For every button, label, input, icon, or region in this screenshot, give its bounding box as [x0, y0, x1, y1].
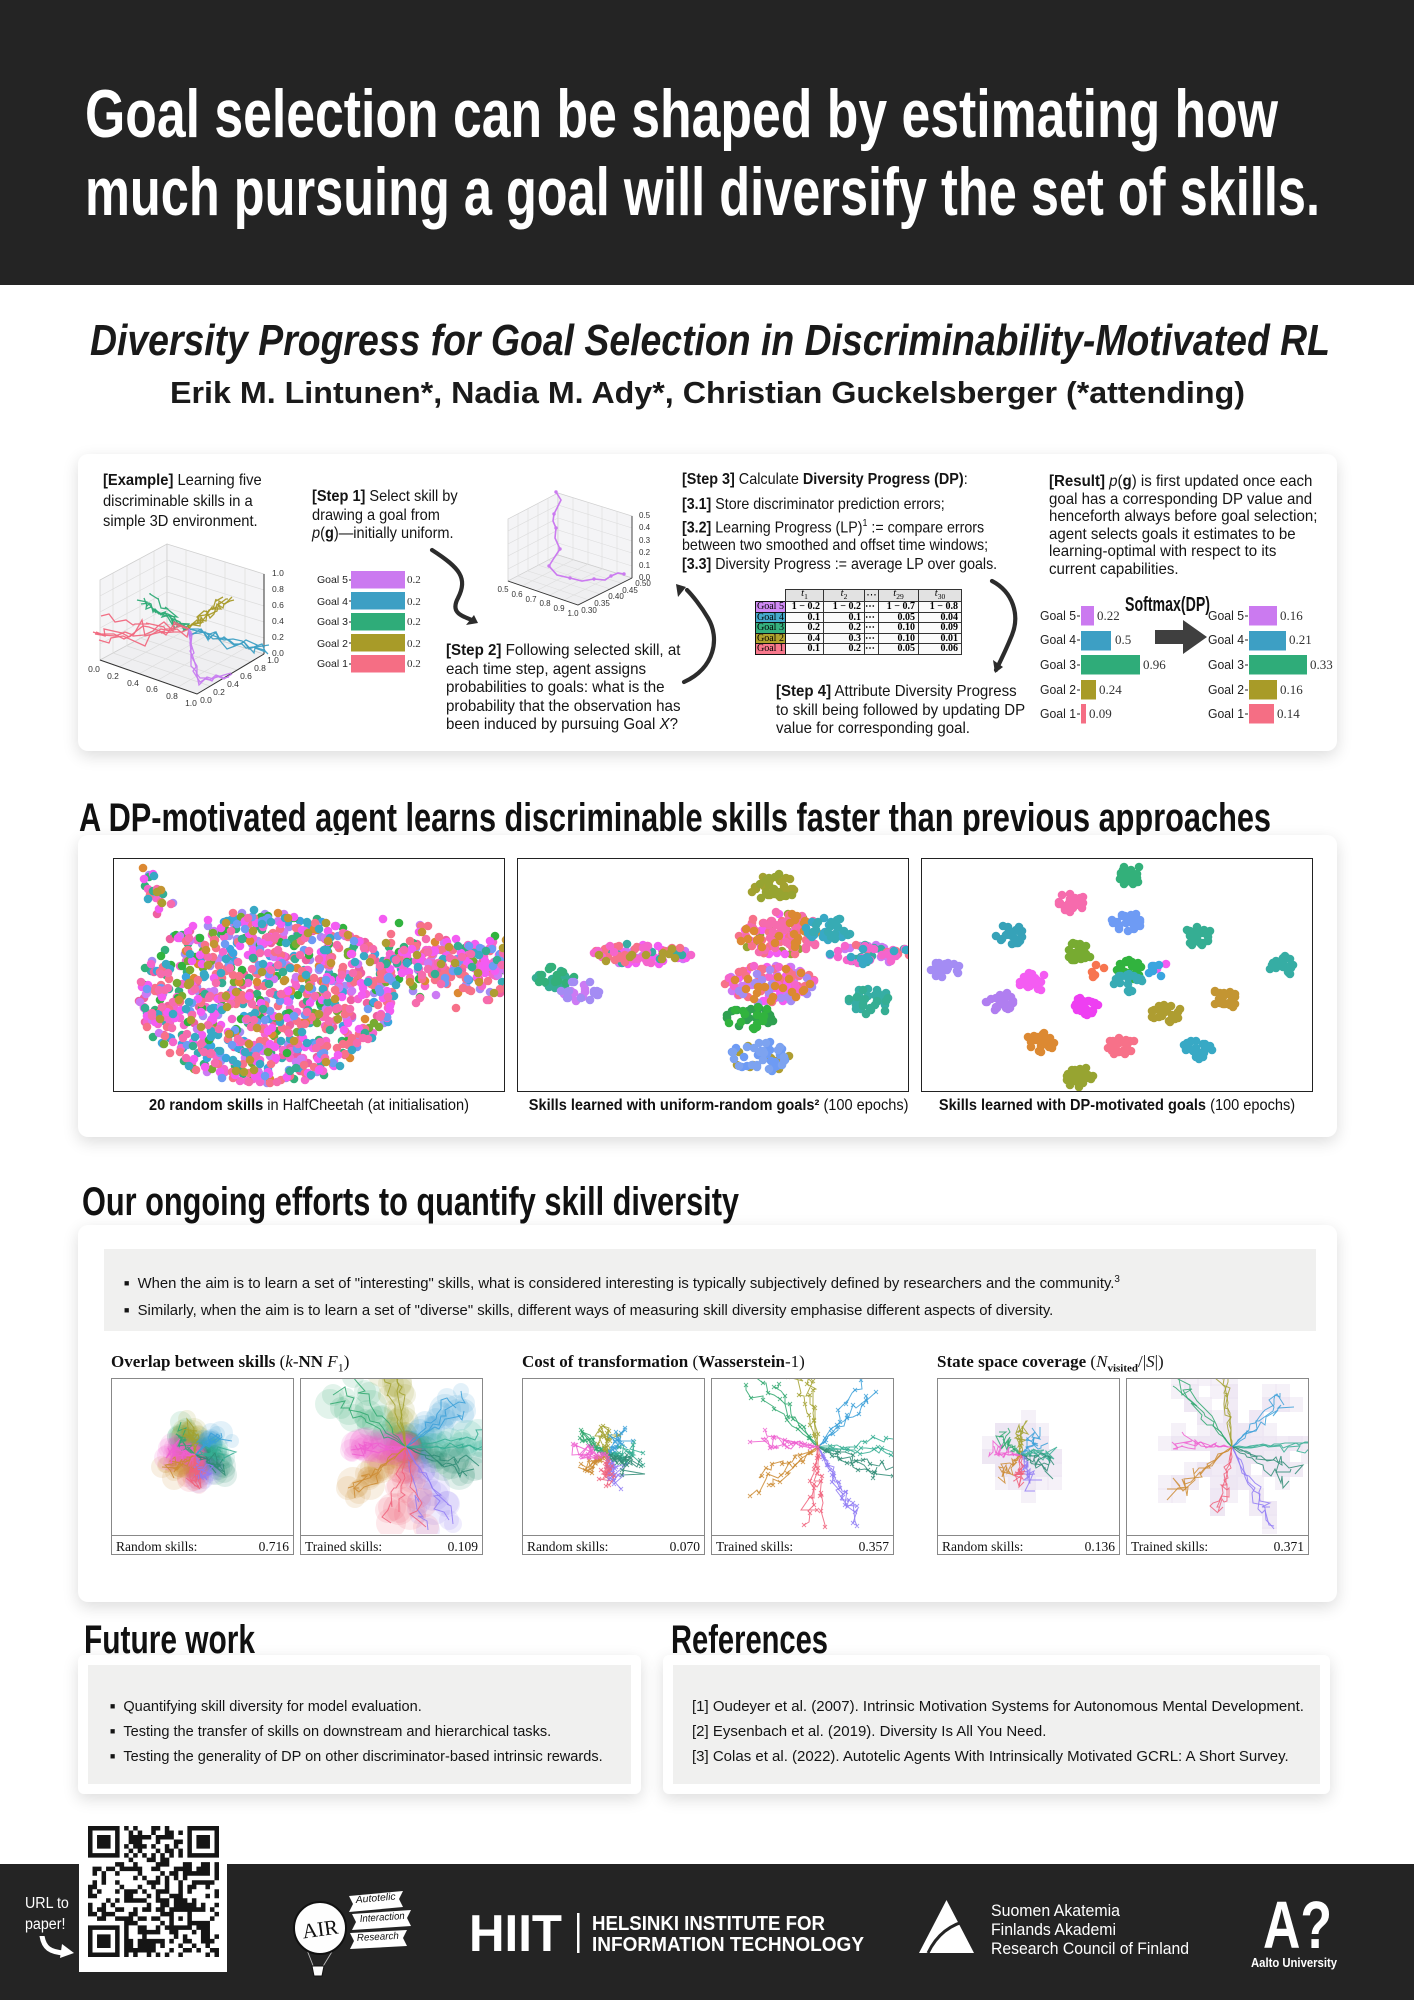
svg-text:0.2: 0.2 [407, 616, 421, 628]
svg-text:Goal selection can be shaped b: Goal selection can be shaped by estimati… [85, 76, 1279, 152]
svg-text:HIIT: HIIT [469, 1908, 562, 1958]
svg-text:Research Council of Finland: Research Council of Finland [991, 1940, 1189, 1958]
svg-text:Goal 5: Goal 5 [317, 574, 348, 586]
svg-text:0.9: 0.9 [553, 604, 565, 613]
svg-text:0.14: 0.14 [1277, 706, 1300, 721]
svg-text:AIR: AIR [301, 1915, 340, 1944]
svg-text:0.2: 0.2 [407, 596, 421, 608]
svg-text:0.5: 0.5 [639, 511, 651, 520]
svg-text:Goal 1: Goal 1 [317, 658, 348, 670]
svg-text:1.0: 1.0 [185, 698, 197, 708]
svg-text:Erik M. Lintunen*, Nadia M. Ad: Erik M. Lintunen*, Nadia M. Ady*, Christ… [170, 375, 1245, 410]
svg-text:Our ongoing efforts to quantif: Our ongoing efforts to quantify skill di… [82, 1181, 740, 1224]
svg-text:0.6: 0.6 [146, 684, 158, 694]
svg-text:A?: A? [1263, 1896, 1332, 1963]
svg-text:INFORMATION TECHNOLOGY: INFORMATION TECHNOLOGY [592, 1934, 865, 1956]
svg-text:Finlands Akademi: Finlands Akademi [991, 1921, 1116, 1939]
svg-text:Goal 4: Goal 4 [317, 596, 348, 608]
svg-text:Softmax(DP): Softmax(DP) [1125, 594, 1210, 616]
svg-text:0.2: 0.2 [407, 658, 421, 670]
svg-text:0.0: 0.0 [200, 695, 212, 705]
svg-text:much pursuing a goal will dive: much pursuing a goal will diversify the … [85, 154, 1320, 230]
svg-text:0.2: 0.2 [213, 687, 225, 697]
svg-text:Goal 1: Goal 1 [1040, 707, 1076, 721]
svg-text:0.8: 0.8 [166, 691, 178, 701]
svg-text:0.4: 0.4 [127, 678, 139, 688]
svg-text:0.24: 0.24 [1099, 682, 1122, 697]
svg-text:0.16: 0.16 [1280, 608, 1303, 623]
svg-text:0.2: 0.2 [407, 638, 421, 650]
svg-text:0.8: 0.8 [539, 599, 551, 608]
svg-text:0.0: 0.0 [88, 664, 100, 674]
svg-text:Aalto University: Aalto University [1251, 1956, 1337, 1970]
svg-text:0.6: 0.6 [272, 600, 284, 610]
svg-text:A DP-motivated agent learns di: A DP-motivated agent learns discriminabl… [79, 796, 1271, 840]
svg-text:0.5: 0.5 [497, 585, 509, 594]
svg-text:0.2: 0.2 [407, 574, 421, 586]
svg-text:Autotelic: Autotelic [354, 1892, 396, 1907]
svg-text:0.1: 0.1 [639, 561, 651, 570]
svg-text:1.0: 1.0 [567, 609, 579, 618]
svg-text:0.22: 0.22 [1097, 608, 1120, 623]
svg-text:Goal 4: Goal 4 [1040, 633, 1076, 647]
svg-text:Goal 5: Goal 5 [1208, 609, 1244, 623]
svg-text:Goal 3: Goal 3 [317, 616, 348, 628]
svg-text:Goal 3: Goal 3 [1208, 658, 1244, 672]
svg-text:0.8: 0.8 [272, 584, 284, 594]
svg-text:0.2: 0.2 [639, 548, 651, 557]
svg-text:0.2: 0.2 [272, 632, 284, 642]
svg-text:HELSINKI INSTITUTE FOR: HELSINKI INSTITUTE FOR [592, 1913, 826, 1935]
svg-text:0.09: 0.09 [1089, 706, 1112, 721]
svg-text:0.96: 0.96 [1143, 657, 1166, 672]
svg-text:Goal 3: Goal 3 [1040, 658, 1076, 672]
svg-text:0.7: 0.7 [525, 595, 537, 604]
svg-text:0.30: 0.30 [581, 606, 597, 615]
svg-text:Suomen Akatemia: Suomen Akatemia [991, 1902, 1121, 1920]
svg-text:Goal 4: Goal 4 [1208, 633, 1244, 647]
svg-text:0.4: 0.4 [639, 523, 651, 532]
svg-text:0.45: 0.45 [622, 586, 638, 595]
svg-text:Goal 2: Goal 2 [317, 638, 348, 650]
svg-text:0.50: 0.50 [635, 579, 651, 588]
svg-text:0.0: 0.0 [639, 573, 651, 582]
svg-text:0.3: 0.3 [639, 536, 651, 545]
svg-text:0.4: 0.4 [227, 679, 239, 689]
svg-text:Interaction: Interaction [359, 1911, 405, 1925]
svg-text:0.2: 0.2 [107, 671, 119, 681]
svg-text:0.35: 0.35 [594, 599, 610, 608]
svg-text:Diversity Progress for Goal Se: Diversity Progress for Goal Selection in… [90, 316, 1330, 365]
svg-text:Goal 5: Goal 5 [1040, 609, 1076, 623]
svg-text:Goal 2: Goal 2 [1208, 683, 1244, 697]
svg-text:Goal 1: Goal 1 [1208, 707, 1244, 721]
svg-text:1.0: 1.0 [267, 655, 279, 665]
svg-text:1.0: 1.0 [272, 568, 284, 578]
svg-text:0.33: 0.33 [1310, 657, 1333, 672]
svg-text:0.40: 0.40 [608, 592, 624, 601]
svg-text:0.21: 0.21 [1289, 632, 1312, 647]
svg-text:0.5: 0.5 [1115, 632, 1131, 647]
svg-text:0.8: 0.8 [254, 663, 266, 673]
svg-text:0.4: 0.4 [272, 616, 284, 626]
svg-text:0.6: 0.6 [511, 590, 523, 599]
svg-text:0.0: 0.0 [272, 648, 284, 658]
svg-text:0.6: 0.6 [240, 671, 252, 681]
svg-text:0.16: 0.16 [1280, 682, 1303, 697]
svg-text:Goal 2: Goal 2 [1040, 683, 1076, 697]
svg-text:Research: Research [357, 1931, 400, 1944]
